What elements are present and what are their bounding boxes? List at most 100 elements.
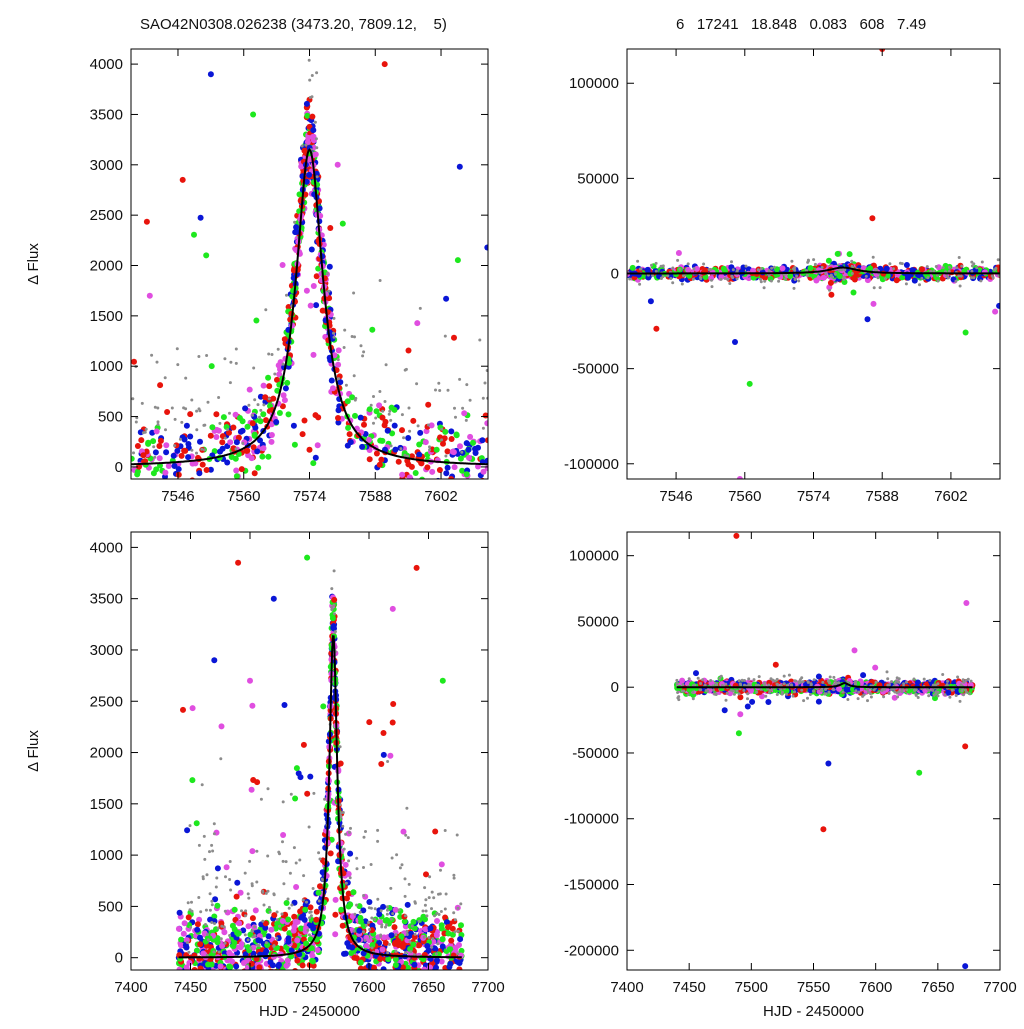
gray-point [997,258,1000,261]
gray-point [730,275,733,278]
outlier-point [653,326,659,332]
y-tick-label: 100000 [569,75,619,92]
gray-point [289,872,292,875]
data-point [253,318,259,324]
gray-point [265,941,268,944]
gray-point [431,891,434,894]
gray-point [433,914,436,917]
gray-point [282,882,285,885]
data-point [445,448,451,454]
data-point [254,779,260,785]
data-point [162,470,168,476]
gray-point [156,407,159,410]
data-point [252,996,258,1002]
gray-point [247,892,250,895]
gray-point [156,361,159,364]
data-point [358,960,364,966]
gray-point [423,936,426,939]
gray-point [404,895,407,898]
gray-point [970,261,973,264]
data-point [348,439,354,445]
y-tick-label: 1500 [90,796,123,813]
data-point [208,995,214,1001]
gray-point [388,943,391,946]
data-point [448,428,454,434]
data-point [284,380,290,386]
data-point [213,434,219,440]
data-point [294,765,300,771]
data-point [473,480,479,486]
gray-point [241,442,244,445]
gray-point [353,930,356,933]
data-point [304,113,310,119]
gray-point [197,896,200,899]
data-point [177,910,183,916]
data-point [361,422,367,428]
gray-point [278,852,281,855]
data-point [332,912,338,918]
data-point [484,420,490,426]
data-point [392,940,398,946]
data-point [234,439,240,445]
gray-point [389,419,392,422]
gray-point [311,95,314,98]
data-point [383,940,389,946]
gray-point [323,798,326,801]
data-point [330,625,336,631]
data-point [138,437,144,443]
data-point [378,457,384,463]
gray-point [206,933,209,936]
data-point [464,471,470,477]
gray-point [710,279,713,282]
data-point [310,127,316,133]
gray-point [411,925,414,928]
gray-point [191,910,194,913]
gray-point [327,290,330,293]
gray-point [660,265,663,268]
data-point [439,861,445,867]
gray-point [316,175,319,178]
gray-point [345,882,348,885]
gray-point [244,933,247,936]
data-point [445,931,451,937]
data-point [153,449,159,455]
gray-point [277,348,280,351]
y-tick-label: 4000 [90,56,123,73]
gray-point [205,354,208,357]
data-point [338,761,344,767]
gray-point [365,924,368,927]
data-point [248,968,254,974]
gray-point [422,910,425,913]
gray-point [264,308,267,311]
gray-point [141,402,144,405]
gray-point [285,294,288,297]
gray-point [262,403,265,406]
gray-point [211,850,214,853]
gray-point [386,905,389,908]
data-point [400,484,406,490]
data-point [377,956,383,962]
x-tick-label: 7560 [728,488,761,505]
gray-point [461,407,464,410]
data-point [192,481,198,487]
data-point [182,920,188,926]
gray-point [215,886,218,889]
data-point [912,278,918,284]
data-point [236,920,242,926]
data-point [413,470,419,476]
gray-point [427,424,430,427]
gray-point [164,428,167,431]
gray-point [266,855,269,858]
gray-point [217,396,220,399]
data-point [445,465,451,471]
data-point [307,774,313,780]
gray-point [252,367,255,370]
gray-point [187,951,190,954]
data-point [390,701,396,707]
gray-point [456,952,459,955]
gray-point [282,860,285,863]
gray-point [425,914,428,917]
data-point [351,889,357,895]
gray-point [770,267,773,270]
